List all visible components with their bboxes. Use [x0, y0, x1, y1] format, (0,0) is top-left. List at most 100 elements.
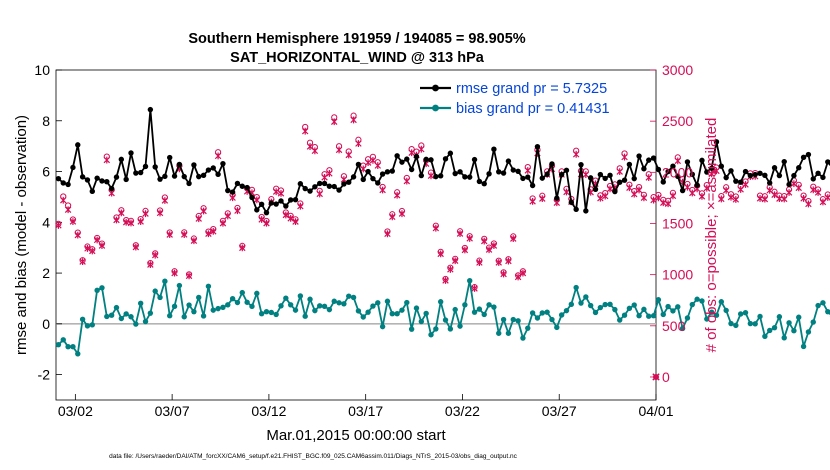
bias-point: [597, 304, 604, 311]
obs-assimilated-marker: [708, 170, 715, 178]
bias-point: [554, 324, 560, 331]
bias-point: [694, 296, 700, 302]
bias-point: [360, 314, 366, 320]
bias-point: [157, 294, 163, 301]
rmse-point: [152, 164, 158, 170]
bias-point: [128, 314, 134, 320]
obs-assimilated-marker: [606, 185, 614, 193]
bias-point: [346, 293, 352, 299]
bias-point: [162, 278, 168, 284]
rmse-point: [142, 163, 149, 170]
rmse-point: [544, 171, 550, 178]
bias-point: [462, 302, 468, 308]
rmse-point: [747, 172, 754, 179]
rmse-point: [404, 156, 410, 162]
obs-assimilated-marker: [393, 191, 401, 199]
x-tick-label: 03/02: [58, 403, 93, 419]
rmse-point: [191, 162, 197, 168]
bias-point: [776, 314, 783, 320]
bias-point: [500, 316, 507, 323]
bias-point: [413, 305, 420, 311]
bias-point: [786, 320, 792, 326]
bias-point: [258, 310, 265, 317]
obs-assimilated-marker: [69, 218, 77, 225]
obs-assimilated-marker: [316, 190, 323, 198]
obs-assimilated-marker: [529, 197, 536, 205]
bias-point: [375, 300, 381, 306]
bias-point: [389, 310, 395, 317]
rmse-point: [75, 142, 81, 148]
obs-assimilated-marker: [321, 173, 328, 181]
obs-assimilated-marker: [64, 206, 72, 214]
rmse-point: [113, 174, 120, 180]
rmse-point: [162, 173, 168, 180]
obs-assimilated-marker: [253, 196, 261, 204]
bias-point: [607, 301, 613, 307]
bias-point: [549, 316, 555, 323]
rmse-point: [617, 179, 623, 185]
bias-point: [287, 302, 294, 308]
bias-point: [215, 305, 221, 312]
rmse-point: [491, 146, 497, 152]
obs-assimilated-marker: [55, 222, 62, 229]
x-tick-label: 03/17: [348, 403, 383, 419]
obs-assimilated-marker: [447, 266, 454, 273]
rmse-point: [728, 168, 734, 174]
rmse-point: [84, 177, 91, 183]
rmse-point: [573, 206, 579, 213]
y-axis-label-right: # of obs: o=possible; ×=assimilated: [703, 118, 720, 353]
bias-point: [602, 301, 608, 308]
bias-point: [123, 311, 129, 317]
obs-zero-dot: [653, 373, 659, 380]
rmse-point: [621, 177, 628, 183]
obs-assimilated-marker: [408, 149, 415, 157]
rmse-point: [554, 195, 560, 201]
rmse-point: [742, 168, 749, 175]
rmse-point: [597, 171, 604, 178]
obs-assimilated-marker: [127, 219, 135, 227]
rmse-point: [496, 169, 502, 175]
rmse-point: [157, 176, 163, 182]
rmse-point: [462, 174, 468, 180]
y-tick-label-left: 0: [42, 316, 50, 332]
rmse-point: [292, 197, 299, 203]
bias-point: [592, 309, 599, 316]
rmse-point: [137, 169, 144, 176]
bias-point: [525, 325, 531, 331]
bias-point: [437, 299, 444, 305]
obs-assimilated-marker: [272, 188, 280, 196]
bias-point: [655, 297, 662, 303]
rmse-point: [104, 178, 110, 185]
obs-assimilated-marker: [384, 230, 391, 238]
obs-assimilated-marker: [239, 244, 246, 252]
bias-point: [283, 295, 289, 301]
y-tick-label-left: -2: [38, 367, 51, 383]
rmse-point: [225, 187, 231, 194]
bias-point: [263, 308, 270, 315]
bias-point: [408, 326, 415, 332]
rmse-point: [418, 172, 425, 179]
bias-point: [321, 303, 328, 310]
bias-point: [167, 313, 173, 319]
y-tick-label-right: 1500: [662, 215, 693, 231]
obs-assimilated-marker: [626, 184, 633, 192]
bias-point: [800, 343, 807, 350]
obs-assimilated-marker: [234, 207, 241, 215]
rmse-point: [321, 180, 328, 187]
obs-assimilated-marker: [451, 257, 459, 265]
bias-point: [675, 304, 681, 310]
obs-assimilated-marker: [263, 219, 270, 227]
bias-point: [689, 301, 695, 308]
rmse-point: [796, 165, 802, 171]
obs-assimilated-marker: [785, 189, 793, 196]
obs-assimilated-marker: [524, 167, 531, 174]
rmse-point: [181, 173, 187, 180]
obs-assimilated-marker: [190, 237, 198, 245]
obs-assimilated-marker: [277, 190, 285, 197]
rmse-point: [723, 174, 729, 181]
obs-assimilated-marker: [195, 215, 202, 223]
bias-point: [646, 313, 652, 319]
rmse-point: [776, 172, 783, 179]
obs-assimilated-marker: [282, 211, 290, 219]
